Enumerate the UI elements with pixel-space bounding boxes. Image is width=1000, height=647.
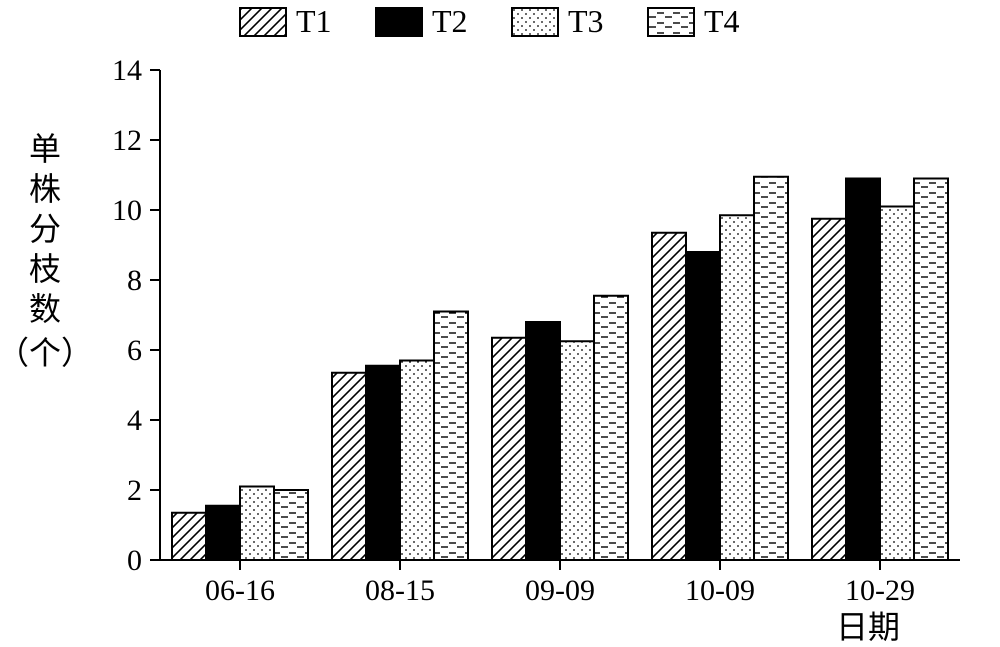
- legend: T1 T2 T3 T4: [240, 3, 740, 39]
- bar-T3: [880, 207, 914, 561]
- y-axis-title-char: 枝: [29, 251, 61, 287]
- y-tick-label: 10: [112, 194, 142, 227]
- bars: [172, 177, 948, 560]
- bar-T2: [846, 179, 880, 561]
- bar-T3: [720, 215, 754, 560]
- x-axis-title: 日期: [836, 609, 900, 645]
- bar-T3: [560, 341, 594, 560]
- bar-T1: [172, 513, 206, 560]
- y-tick-label: 14: [112, 54, 142, 87]
- y-tick-label: 8: [127, 264, 142, 297]
- bar-T3: [400, 361, 434, 561]
- y-axis-title-char: 分: [29, 211, 61, 247]
- y-tick-label: 6: [127, 334, 142, 367]
- y-tick-label: 0: [127, 544, 142, 577]
- bar-T1: [492, 338, 526, 560]
- bar-T4: [434, 312, 468, 561]
- y-tick-label: 2: [127, 474, 142, 507]
- y-axis-title-char: （个）: [0, 335, 93, 371]
- bar-T2: [526, 322, 560, 560]
- legend-label-T2: T2: [432, 3, 468, 39]
- bar-T3: [240, 487, 274, 561]
- y-tick-label: 12: [112, 124, 142, 157]
- x-tick-label: 10-29: [845, 574, 915, 607]
- legend-label-T3: T3: [568, 3, 604, 39]
- legend-label-T4: T4: [704, 3, 740, 39]
- legend-swatch-T4: [648, 8, 694, 36]
- y-tick-label: 4: [127, 404, 142, 437]
- x-tick-label: 10-09: [685, 574, 755, 607]
- x-tick-label: 09-09: [525, 574, 595, 607]
- bar-T1: [652, 233, 686, 560]
- legend-swatch-T3: [512, 8, 558, 36]
- bar-T4: [274, 490, 308, 560]
- bar-T2: [206, 506, 240, 560]
- legend-label-T1: T1: [296, 3, 332, 39]
- y-axis-title-char: 单: [29, 131, 61, 167]
- legend-swatch-T2: [376, 8, 422, 36]
- x-tick-label: 08-15: [365, 574, 435, 607]
- bar-T2: [686, 252, 720, 560]
- bar-T4: [754, 177, 788, 560]
- y-axis-title-char: 株: [29, 171, 61, 207]
- bar-chart: 0246810121406-1608-1509-0910-0910-29 T1T…: [0, 0, 1000, 647]
- bar-T1: [812, 219, 846, 560]
- bar-T4: [914, 179, 948, 561]
- x-tick-label: 06-16: [205, 574, 275, 607]
- chart-container: 0246810121406-1608-1509-0910-0910-29 T1T…: [0, 0, 1000, 647]
- bar-T1: [332, 373, 366, 560]
- y-axis-label: 单株分枝数 （个）: [0, 131, 93, 371]
- bar-T4: [594, 296, 628, 560]
- bar-T2: [366, 366, 400, 560]
- legend-swatch-T1: [240, 8, 286, 36]
- y-axis-title-char: 数: [29, 291, 61, 327]
- x-axis-label: 日期: [836, 609, 900, 645]
